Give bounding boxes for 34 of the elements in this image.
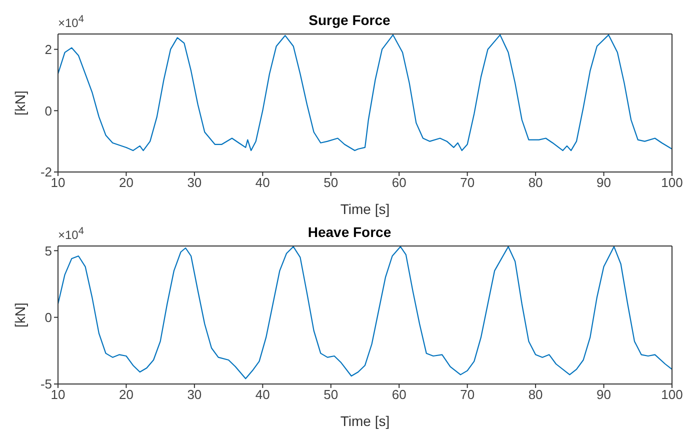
y-axis-title: [kN] [12, 90, 28, 116]
x-tick-label: 100 [661, 175, 683, 190]
x-tick-label: 30 [187, 175, 202, 190]
x-tick-label: 20 [118, 175, 134, 190]
y-tick-label: 0 [44, 103, 52, 118]
x-tick-label: 100 [661, 387, 683, 402]
y-axis-title: [kN] [12, 302, 28, 328]
y-tick-label: 5 [44, 243, 52, 258]
x-tick-label: 70 [460, 387, 475, 402]
x-axis-title: Time [s] [340, 201, 390, 217]
x-tick-label: 40 [255, 175, 270, 190]
x-tick-label: 10 [50, 387, 66, 402]
y-tick-label: 0 [44, 310, 52, 325]
text: ×10$^{4}$ [58, 14, 84, 30]
x-tick-label: 10 [50, 175, 66, 190]
x-tick-label: 70 [460, 175, 475, 190]
text: ×10$^{4}$ [58, 226, 84, 242]
x-tick-label: 50 [324, 387, 338, 402]
x-axis-title: Time [s] [340, 413, 390, 429]
x-tick-label: 60 [392, 387, 406, 402]
x-tick-label: 80 [528, 387, 543, 402]
x-tick-label: 90 [596, 175, 612, 190]
x-tick-label: 20 [118, 387, 134, 402]
chart-title: Heave Force [308, 224, 392, 240]
y-tick-label: -5 [40, 376, 52, 392]
x-tick-label: 40 [255, 387, 270, 402]
x-tick-label: 30 [187, 387, 202, 402]
x-tick-label: 80 [528, 175, 543, 190]
x-tick-label: 90 [596, 387, 612, 402]
y-tick-label: -2 [40, 164, 52, 180]
y-tick-label: 2 [44, 42, 52, 57]
x-tick-label: 60 [392, 175, 406, 190]
chart-title: Surge Force [308, 12, 390, 28]
x-tick-label: 50 [324, 175, 338, 190]
